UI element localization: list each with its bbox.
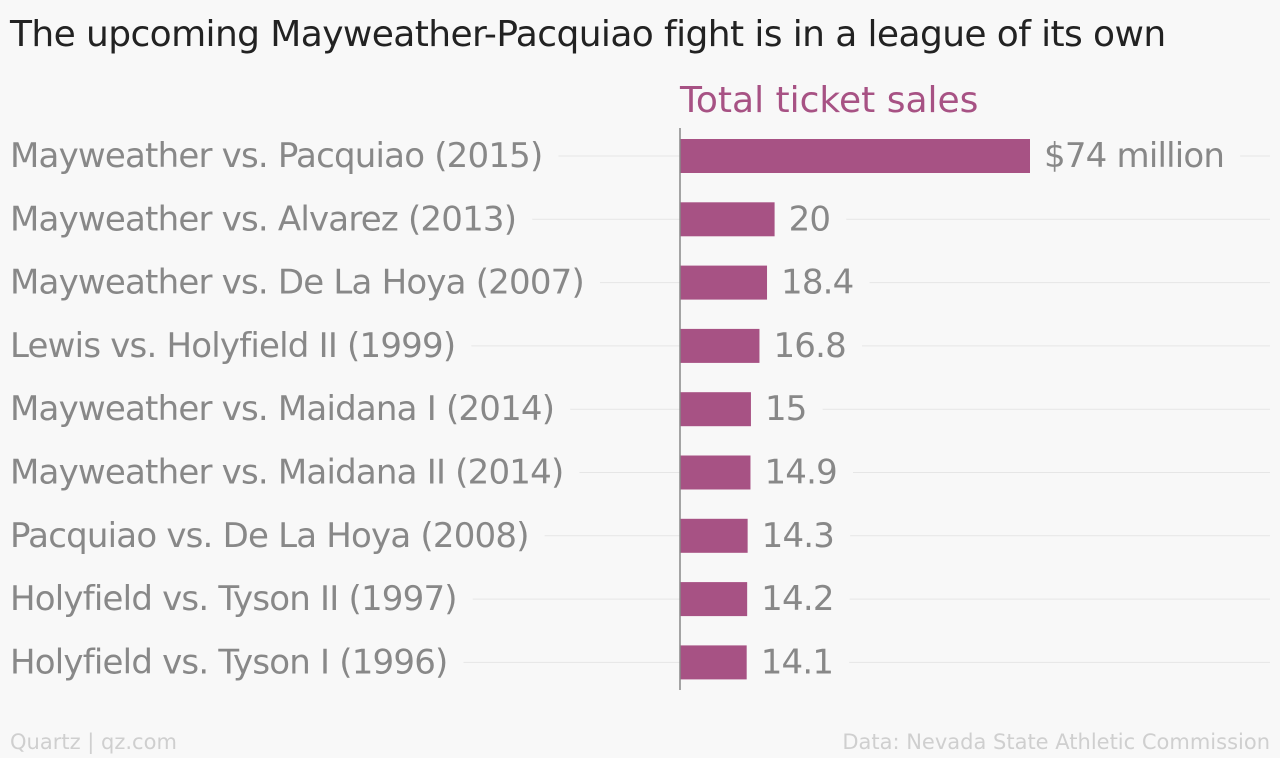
category-label: Mayweather vs. Maidana I (2014) (10, 389, 554, 429)
category-label: Lewis vs. Holyfield II (1999) (10, 326, 455, 366)
bar (680, 518, 748, 553)
value-label: $74 million (1044, 136, 1224, 176)
footer-source: Data: Nevada State Athletic Commission (842, 730, 1270, 754)
page-title: The upcoming Mayweather-Pacquiao fight i… (10, 14, 1166, 55)
category-label: Mayweather vs. Maidana II (2014) (10, 453, 563, 493)
bar (680, 265, 768, 300)
column-header: Total ticket sales (679, 80, 978, 121)
value-label: 20 (789, 199, 831, 239)
value-label: 16.8 (773, 326, 846, 366)
category-label: Holyfield vs. Tyson II (1997) (10, 579, 457, 619)
category-label: Mayweather vs. Alvarez (2013) (10, 199, 516, 239)
bar (680, 455, 751, 490)
value-label: 14.9 (764, 453, 837, 493)
bar (680, 582, 748, 617)
bar (680, 645, 747, 680)
value-label: 14.2 (761, 579, 834, 619)
bar (680, 139, 1030, 173)
value-label: 15 (765, 389, 807, 429)
category-label: Holyfield vs. Tyson I (1996) (10, 642, 448, 682)
value-label: 18.4 (781, 263, 854, 303)
footer-credit: Quartz | qz.com (10, 730, 177, 754)
bar (680, 202, 775, 237)
value-label: 14.3 (762, 516, 835, 556)
bar (680, 392, 751, 427)
value-label: 14.1 (761, 642, 834, 682)
category-label: Mayweather vs. Pacquiao (2015) (10, 136, 542, 176)
bar (680, 328, 760, 363)
category-label: Mayweather vs. De La Hoya (2007) (10, 263, 584, 303)
category-label: Pacquiao vs. De La Hoya (2008) (10, 516, 529, 556)
